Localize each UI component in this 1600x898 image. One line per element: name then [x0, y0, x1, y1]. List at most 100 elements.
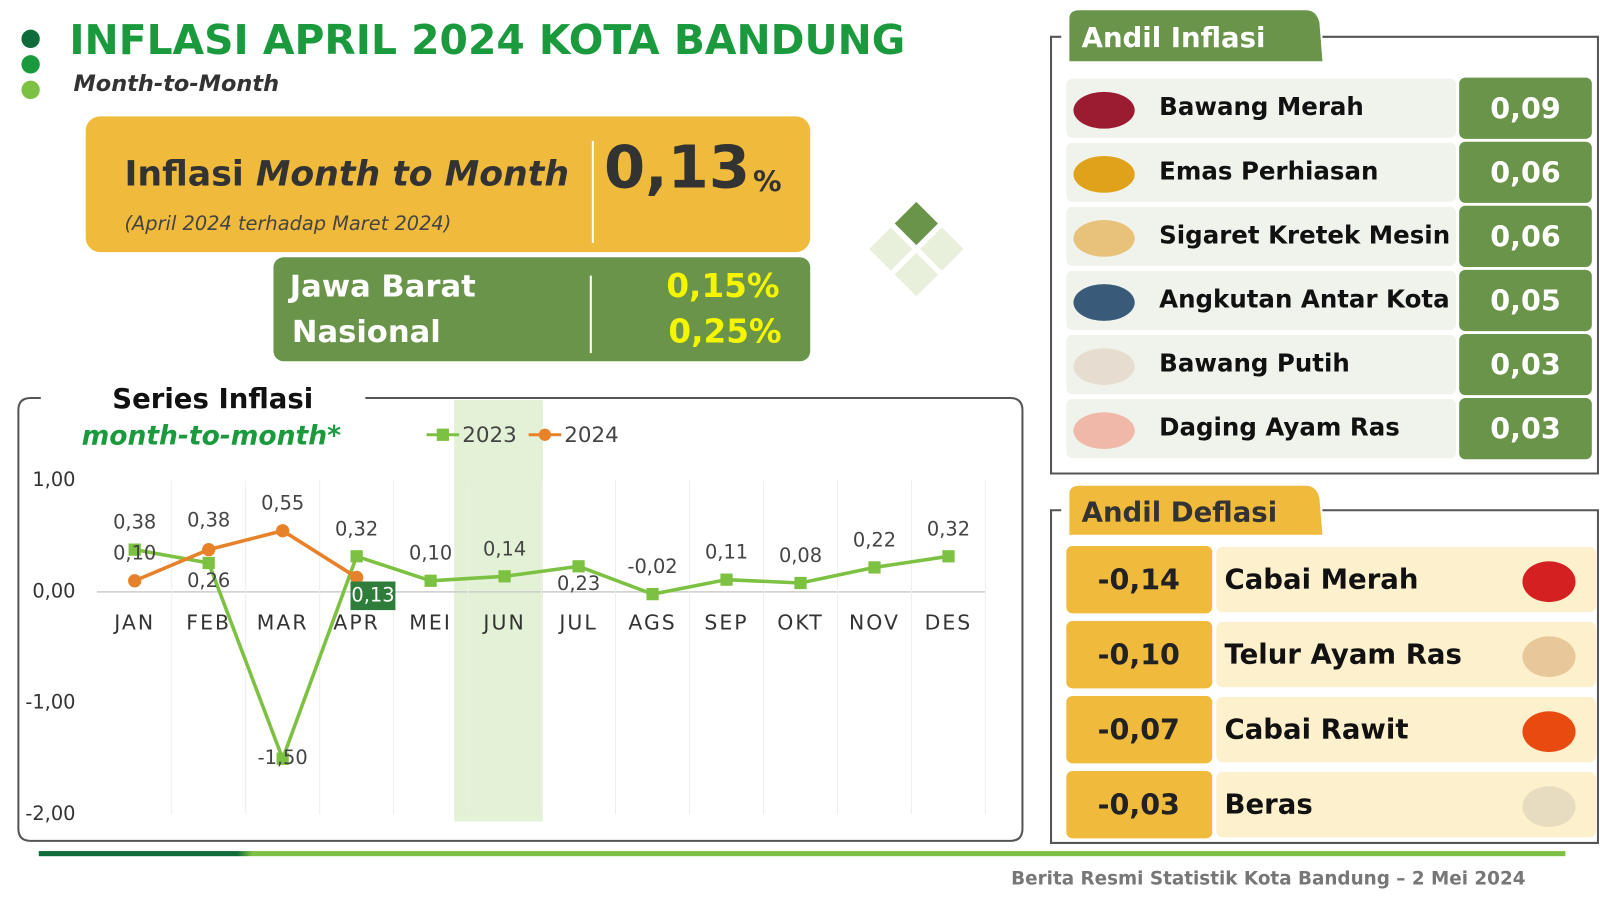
- value-box: [1459, 141, 1592, 203]
- item-value: -0,03: [1098, 788, 1180, 822]
- value-box: [1066, 770, 1213, 839]
- item-row: [1066, 399, 1457, 459]
- x-tick-label: JAN: [112, 611, 155, 635]
- data-label: 0,13: [351, 583, 394, 606]
- item-row: [1066, 78, 1457, 138]
- region-value: 0,15%: [666, 267, 779, 305]
- data-label: 0,32: [927, 517, 970, 540]
- item-name: Beras: [1224, 789, 1312, 821]
- item-icon: [1522, 786, 1576, 828]
- x-tick-label: OKT: [777, 611, 823, 635]
- value-box: [1459, 205, 1592, 267]
- point: [572, 560, 585, 573]
- item-icon: [1073, 348, 1135, 385]
- panel-title: Andil Deflasi: [1082, 496, 1278, 528]
- item-name: Telur Ayam Ras: [1224, 639, 1461, 671]
- data-label: 0,32: [335, 517, 378, 540]
- main-value: 0,13: [604, 133, 750, 202]
- panel-frame: [1050, 35, 1599, 475]
- value-box: [1459, 269, 1592, 332]
- item-icon: [1073, 155, 1135, 193]
- y-tick-label: 0,00: [32, 579, 75, 602]
- chart-frame: [17, 397, 1024, 842]
- legend-label: 2023: [462, 423, 516, 448]
- point: [424, 574, 437, 587]
- dot: [21, 29, 40, 49]
- point: [276, 524, 290, 538]
- item-value: 0,09: [1490, 91, 1560, 125]
- data-label: 0,38: [187, 509, 230, 532]
- x-tick-label: FEB: [186, 611, 231, 635]
- y-tick-label: -1,00: [25, 691, 75, 714]
- item-icon: [1522, 711, 1576, 753]
- footer: Berita Resmi Statistik Kota Bandung – 2 …: [1011, 869, 1525, 890]
- item-value: 0,03: [1490, 412, 1560, 446]
- data-label: 0,38: [113, 511, 156, 534]
- item-icon: [1522, 561, 1576, 603]
- data-label: 0,08: [779, 544, 822, 567]
- footer-line: [38, 851, 1566, 857]
- item-icon: [1073, 220, 1135, 257]
- x-tick-label: SEP: [704, 611, 748, 635]
- item-name: Cabai Rawit: [1224, 714, 1408, 746]
- panel-tab: [1069, 10, 1323, 62]
- item-name: Bawang Putih: [1159, 349, 1350, 378]
- panel-tab: [1069, 485, 1323, 535]
- main-unit: %: [753, 165, 782, 199]
- data-label: -1,50: [258, 746, 308, 769]
- point: [720, 573, 733, 586]
- item-icon: [1073, 284, 1135, 321]
- item-name: Angkutan Antar Kota: [1159, 284, 1449, 313]
- chart: -2,00 -1,00 0,00 1,00 JAN FEB MAR APR MEI JUN JUL A…: [25, 423, 986, 825]
- item-name: Cabai Merah: [1224, 564, 1418, 596]
- value-box: [1066, 545, 1213, 614]
- item-icon: [1522, 636, 1576, 678]
- x-tick-label: MEI: [409, 611, 452, 635]
- value-box: [1459, 333, 1592, 396]
- item-name: Daging Ayam Ras: [1159, 413, 1400, 442]
- x-tick-label: MAR: [257, 611, 309, 635]
- item-value: -0,07: [1098, 713, 1180, 747]
- item-row: [1066, 270, 1457, 331]
- data-label: -0,02: [627, 555, 677, 578]
- point: [498, 570, 511, 583]
- item-value: -0,14: [1098, 563, 1180, 597]
- data-label: 0,14: [483, 537, 526, 560]
- panel-frame: [1050, 509, 1599, 844]
- value-box: [1459, 77, 1592, 139]
- item-row: [1066, 206, 1457, 266]
- legend-label: 2024: [564, 423, 618, 448]
- point: [794, 576, 807, 590]
- subtitle: Month-to-Month: [73, 71, 279, 97]
- point: [202, 556, 215, 570]
- main-box: [85, 116, 811, 253]
- title: INFLASI APRIL 2024 KOTA BANDUNG: [69, 16, 905, 64]
- item-name: Sigaret Kretek Mesin: [1159, 220, 1450, 249]
- deflasi-list: -0,14 Cabai Merah -0,10 Telur Ayam Ras -0,07…: [1066, 545, 1596, 839]
- data-label: 0,23: [557, 572, 600, 595]
- x-tick-label: AGS: [628, 611, 676, 635]
- point: [646, 588, 659, 601]
- point: [128, 543, 141, 556]
- panel-title: Andil Inflasi: [1082, 22, 1266, 54]
- point: [350, 550, 363, 563]
- y-tick-label: 1,00: [32, 468, 75, 491]
- region-name: Jawa Barat: [288, 269, 476, 304]
- item-icon: [1073, 412, 1135, 450]
- item-row: [1216, 622, 1596, 688]
- data-label: 0,55: [261, 492, 304, 515]
- label-box: [350, 581, 396, 611]
- item-row: [1216, 772, 1596, 838]
- data-label: 0,10: [113, 542, 156, 565]
- dot: [21, 80, 40, 100]
- item-value: 0,06: [1490, 219, 1560, 253]
- x-tick-label: DES: [925, 611, 973, 635]
- region-name: Nasional: [292, 315, 441, 350]
- data-label: 0,11: [705, 541, 748, 564]
- region-value: 0,25%: [668, 313, 781, 351]
- item-value: 0,03: [1490, 348, 1560, 382]
- item-value: 0,05: [1490, 284, 1560, 318]
- point: [128, 574, 142, 588]
- series-line: [134, 547, 949, 764]
